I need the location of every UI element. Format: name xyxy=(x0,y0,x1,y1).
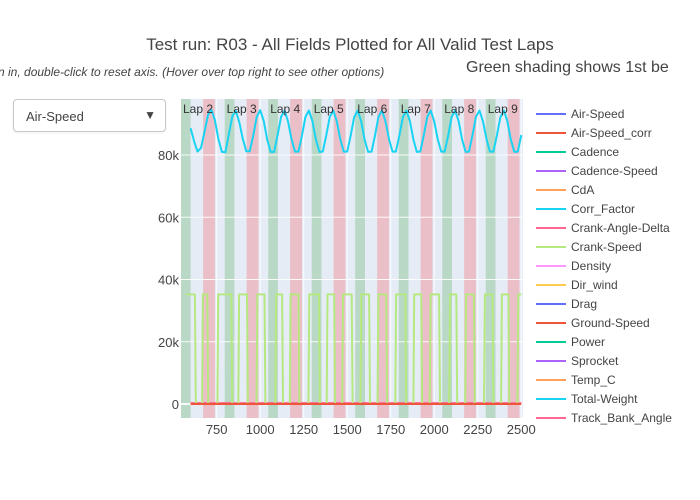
legend-item[interactable]: Total-Weight xyxy=(536,392,638,406)
lap-label: Lap 6 xyxy=(357,102,387,116)
legend-item[interactable]: CdA xyxy=(536,183,594,197)
lap-label: Lap 9 xyxy=(488,102,518,116)
field-selector-dropdown[interactable]: Air-Speed ▼ xyxy=(13,99,166,132)
x-tick-label: 1750 xyxy=(376,422,405,437)
legend-label: Sprocket xyxy=(571,354,619,368)
x-tick-label: 1000 xyxy=(246,422,275,437)
lap-band-red xyxy=(507,99,520,418)
legend-item[interactable]: Crank-Angle-Delta xyxy=(536,221,670,235)
lap-band-green xyxy=(181,99,191,418)
x-tick-label: 2250 xyxy=(463,422,492,437)
legend-label: Corr_Factor xyxy=(571,202,635,216)
legend-label: Drag xyxy=(571,297,597,311)
x-tick-label: 2000 xyxy=(420,422,449,437)
legend-item[interactable]: Power xyxy=(536,335,605,349)
lap-band-green xyxy=(268,99,278,418)
legend-label: Air-Speed xyxy=(571,107,624,121)
lap-band-green xyxy=(224,99,235,418)
legend-item[interactable]: Cadence xyxy=(536,145,619,159)
lap-band-red xyxy=(203,99,215,418)
legend-item[interactable]: Ground-Speed xyxy=(536,316,650,330)
lap-band-red xyxy=(420,99,433,418)
lap-band-green xyxy=(485,99,496,418)
legend-label: Crank-Speed xyxy=(571,240,642,254)
legend-label: Density xyxy=(571,259,611,273)
lap-label: Lap 8 xyxy=(444,102,474,116)
lap-band-red xyxy=(333,99,346,418)
lap-band-green xyxy=(398,99,409,418)
legend-label: Temp_C xyxy=(571,373,616,387)
lap-label: Lap 5 xyxy=(314,102,344,116)
y-tick-label: 60k xyxy=(158,210,179,225)
series-line-corr-factor xyxy=(189,108,523,154)
lap-band-red xyxy=(290,99,302,418)
legend-item[interactable]: Temp_C xyxy=(536,373,616,387)
legend-label: Crank-Angle-Delta xyxy=(571,221,670,235)
lap-band-green xyxy=(442,99,452,418)
lap-label: Lap 4 xyxy=(270,102,300,116)
y-axis-ticks: 0 20k 40k 60k 80k xyxy=(158,148,179,412)
legend-label: Cadence xyxy=(571,145,619,159)
legend-item[interactable]: Dir_wind xyxy=(536,278,618,292)
x-tick-label: 1250 xyxy=(289,422,318,437)
legend-item[interactable]: Sprocket xyxy=(536,354,619,368)
legend-label: Power xyxy=(571,335,605,349)
x-tick-label: 1500 xyxy=(333,422,362,437)
legend-item[interactable]: Corr_Factor xyxy=(536,202,635,216)
legend-item[interactable]: Density xyxy=(536,259,611,273)
lap-label: Lap 2 xyxy=(183,102,213,116)
lap-band-red xyxy=(377,99,389,418)
plot-area[interactable]: Lap 2 Lap 3 Lap 4 Lap 5 Lap 6 Lap 7 Lap 8 Lap 9 xyxy=(181,99,523,418)
chart-subtitle: n in, double-click to reset axis. (Hover… xyxy=(0,65,384,79)
legend-item[interactable]: Cadence-Speed xyxy=(536,164,658,178)
legend-label: Track_Bank_Angle xyxy=(571,411,672,425)
chart-title: Test run: R03 - All Fields Plotted for A… xyxy=(146,35,554,54)
legend-label: Dir_wind xyxy=(571,278,618,292)
lap-band-green xyxy=(311,99,322,418)
lap-band-red xyxy=(464,99,477,418)
legend-item[interactable]: Track_Bank_Angle xyxy=(536,411,672,425)
legend-item[interactable]: Crank-Speed xyxy=(536,240,642,254)
legend-item[interactable]: Drag xyxy=(536,297,597,311)
x-tick-label: 750 xyxy=(206,422,228,437)
legend-label: Cadence-Speed xyxy=(571,164,658,178)
chart-note: Green shading shows 1st be xyxy=(466,59,669,76)
lap-bands xyxy=(181,99,520,418)
y-tick-label: 80k xyxy=(158,148,179,163)
lap-labels: Lap 2 Lap 3 Lap 4 Lap 5 Lap 6 Lap 7 Lap 8 Lap 9 xyxy=(183,102,518,116)
legend-item[interactable]: Air-Speed xyxy=(536,107,624,121)
legend-item[interactable]: Air-Speed_corr xyxy=(536,126,652,140)
legend-label: CdA xyxy=(571,183,594,197)
lap-band-red xyxy=(246,99,259,418)
chevron-down-icon: ▼ xyxy=(144,108,156,122)
lap-label: Lap 7 xyxy=(401,102,431,116)
legend-label: Total-Weight xyxy=(571,392,638,406)
lap-label: Lap 3 xyxy=(227,102,257,116)
lap-band-green xyxy=(355,99,365,418)
y-tick-label: 0 xyxy=(172,397,179,412)
legend[interactable]: Air-Speed Air-Speed_corr Cadence Cadence-Sp… xyxy=(536,107,672,425)
field-selector-value: Air-Speed xyxy=(26,109,84,124)
series-lines xyxy=(186,108,523,405)
x-axis-ticks: 750 1000 1250 1500 1750 2000 2250 2500 xyxy=(206,422,536,437)
legend-label: Ground-Speed xyxy=(571,316,650,330)
legend-label: Air-Speed_corr xyxy=(571,126,652,140)
y-tick-label: 40k xyxy=(158,273,179,288)
y-tick-label: 20k xyxy=(158,335,179,350)
x-tick-label: 2500 xyxy=(507,422,536,437)
